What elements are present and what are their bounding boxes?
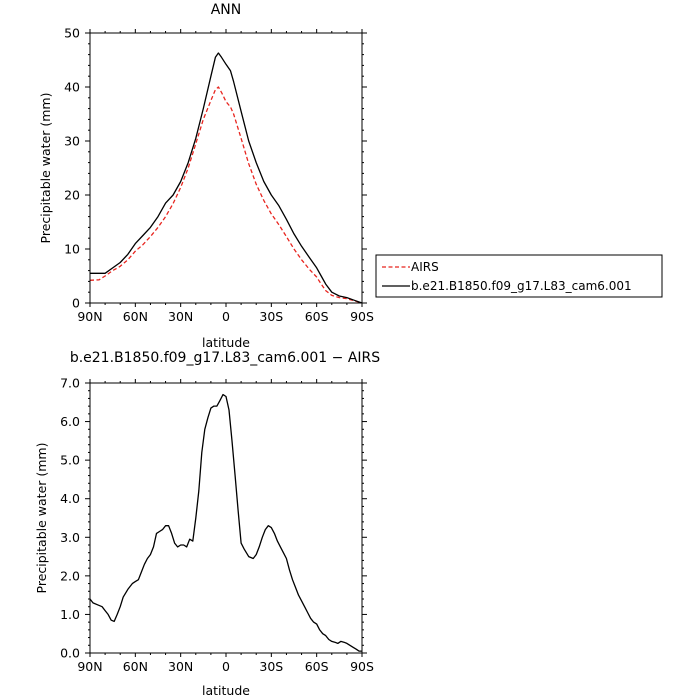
top-x-tick-label: 90N [77, 309, 102, 324]
top-x-tick-label: 60N [123, 309, 148, 324]
legend: AIRS b.e21.B1850.f09_g17.L83_cam6.001 [375, 254, 663, 298]
bottom-x-tick-label: 30N [168, 659, 193, 674]
top-x-tick-label: 90S [350, 309, 374, 324]
bottom-panel: b.e21.B1850.f09_g17.L83_cam6.001 − AIRS … [34, 350, 380, 698]
top-x-tick-label: 30S [259, 309, 283, 324]
bottom-x-tick-label: 0 [222, 659, 230, 674]
bottom-y-axis-label: Precipitable water (mm) [34, 443, 49, 594]
top-panel-title: ANN [211, 2, 242, 18]
top-x-tick-label: 60S [305, 309, 329, 324]
bottom-y-tick-label: 7.0 [60, 376, 80, 391]
bottom-x-tick-label: 30S [259, 659, 283, 674]
top-x-axis-label: latitude [202, 335, 250, 350]
top-x-tick-label: 30N [168, 309, 193, 324]
bottom-x-axis-label: latitude [202, 683, 250, 698]
bottom-y-tick-label: 1.0 [60, 607, 80, 622]
top-y-axis-label: Precipitable water (mm) [38, 93, 53, 244]
top-series-line-1 [89, 86, 363, 304]
bottom-y-tick-label: 6.0 [60, 414, 80, 429]
bottom-x-tick-label: 90S [350, 659, 374, 674]
bottom-y-tick-label: 3.0 [60, 530, 80, 545]
bottom-y-tick-label: 2.0 [60, 568, 80, 583]
bottom-x-tick-label: 60N [123, 659, 148, 674]
legend-label-model: b.e21.B1850.f09_g17.L83_cam6.001 [411, 279, 632, 293]
top-panel: ANN 90N 60N 30N 0 30S 60S 90S 0 10 20 30 40 50 latit… [38, 2, 374, 350]
top-y-tick-label: 40 [64, 80, 80, 95]
top-y-tick-label: 10 [64, 242, 80, 257]
top-y-tick-label: 30 [64, 134, 80, 149]
bottom-panel-title: b.e21.B1850.f09_g17.L83_cam6.001 − AIRS [70, 350, 380, 366]
bottom-y-tick-label: 0.0 [60, 646, 80, 661]
top-plot-frame [89, 32, 363, 304]
top-x-tick-label: 0 [222, 309, 230, 324]
bottom-plot-frame [89, 382, 363, 654]
bottom-x-tick-label: 60S [305, 659, 329, 674]
bottom-y-tick-label: 4.0 [60, 491, 80, 506]
top-y-tick-label: 0 [72, 296, 80, 311]
top-y-tick-label: 20 [64, 188, 80, 203]
bottom-series-line-1 [89, 393, 362, 652]
legend-label-airs: AIRS [411, 260, 439, 274]
top-y-tick-label: 50 [64, 26, 80, 41]
bottom-x-tick-label: 90N [77, 659, 102, 674]
bottom-y-tick-label: 5.0 [60, 453, 80, 468]
top-series-line-2 [90, 52, 363, 304]
legend-box [375, 254, 663, 298]
